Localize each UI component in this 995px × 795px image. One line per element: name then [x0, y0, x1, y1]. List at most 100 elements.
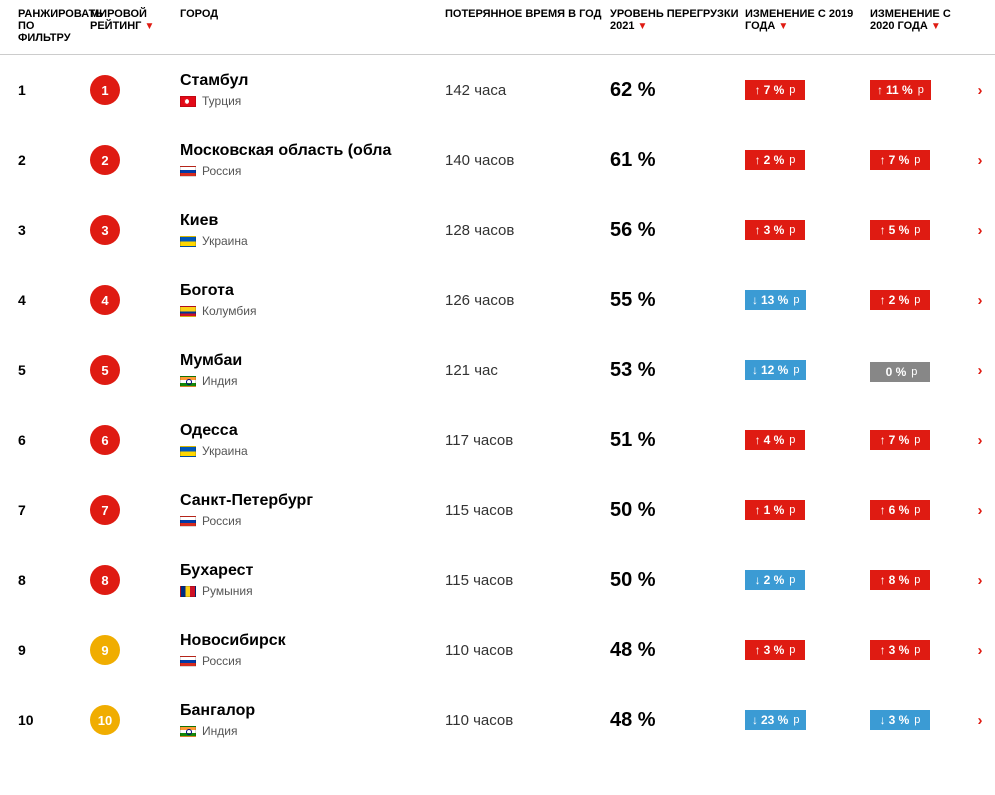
- congestion-level: 55 %: [610, 289, 745, 312]
- header-congestion-level[interactable]: УРОВЕНЬ ПЕРЕГРУЗКИ 2021 ▼: [610, 8, 745, 32]
- table-row[interactable]: 33КиевУкраина128 часов56 %3 %p5 %p›: [0, 195, 995, 265]
- city-name: Одесса: [180, 422, 445, 440]
- table-row[interactable]: 11СтамбулТурция142 часа62 %7 %p11 %p›: [0, 55, 995, 125]
- country-name: Индия: [202, 374, 237, 388]
- country-flag-icon: [180, 236, 196, 247]
- expand-row-chevron-icon[interactable]: ›: [970, 152, 990, 169]
- header-change-2020[interactable]: ИЗМЕНЕНИЕ С 2020 ГОДА ▼: [870, 8, 970, 32]
- expand-row-chevron-icon[interactable]: ›: [970, 222, 990, 239]
- pp-suffix: p: [914, 644, 920, 656]
- pp-suffix: p: [914, 154, 920, 166]
- world-rank-badge: 4: [90, 285, 120, 315]
- header-city[interactable]: ГОРОД: [180, 8, 445, 20]
- header-change-2019[interactable]: ИЗМЕНЕНИЕ С 2019 ГОДА ▼: [745, 8, 870, 32]
- lost-time: 110 часов: [445, 712, 610, 729]
- change-2019-value: 23 %: [761, 713, 788, 727]
- filter-rank: 1: [0, 82, 90, 98]
- world-rank-cell: 8: [90, 565, 180, 595]
- table-row[interactable]: 77Санкт-ПетербургРоссия115 часов50 %1 %p…: [0, 475, 995, 545]
- arrow-up-icon: [877, 83, 883, 97]
- change-2020-value: 5 %: [889, 223, 910, 237]
- city-cell: БангалорИндия: [180, 702, 445, 738]
- change-2019-badge: 13 %p: [745, 290, 806, 310]
- world-rank-cell: 5: [90, 355, 180, 385]
- pp-suffix: p: [793, 714, 799, 726]
- pp-suffix: p: [789, 154, 795, 166]
- filter-rank: 3: [0, 222, 90, 238]
- country-name: Россия: [202, 514, 241, 528]
- world-rank-cell: 2: [90, 145, 180, 175]
- lost-time: 115 часов: [445, 502, 610, 519]
- filter-rank: 5: [0, 362, 90, 378]
- filter-rank: 8: [0, 572, 90, 588]
- table-row[interactable]: 88БухарестРумыния115 часов50 %2 %p8 %p›: [0, 545, 995, 615]
- arrow-down-icon: [752, 293, 758, 307]
- change-2020-badge: 0 %p: [870, 362, 930, 382]
- expand-row-chevron-icon[interactable]: ›: [970, 502, 990, 519]
- arrow-up-icon: [880, 153, 886, 167]
- congestion-level: 51 %: [610, 429, 745, 452]
- change-2019-badge: 23 % p: [745, 710, 806, 730]
- pp-suffix: p: [793, 364, 799, 376]
- country-name: Украина: [202, 234, 248, 248]
- change-2019-cell: 4 %p: [745, 430, 870, 450]
- table-row[interactable]: 22Московская область (облаРоссия140 часо…: [0, 125, 995, 195]
- pp-suffix: p: [914, 574, 920, 586]
- arrow-up-icon: [880, 433, 886, 447]
- arrow-up-icon: [880, 223, 886, 237]
- table-row[interactable]: 55МумбаиИндия121 час53 %12 %p0 %p›: [0, 335, 995, 405]
- header-filter[interactable]: РАНЖИРОВАТЬ ПО ФИЛЬТРУ: [0, 8, 90, 44]
- expand-row-chevron-icon[interactable]: ›: [970, 642, 990, 659]
- city-name: Богота: [180, 282, 445, 300]
- world-rank-badge: 5: [90, 355, 120, 385]
- arrow-up-icon: [880, 293, 886, 307]
- arrow-up-icon: [880, 573, 886, 587]
- change-2019-badge: 12 % p: [745, 360, 806, 380]
- pp-suffix: p: [789, 224, 795, 236]
- expand-row-chevron-icon[interactable]: ›: [970, 712, 990, 729]
- sort-icon: ▼: [778, 21, 788, 32]
- world-rank-cell: 7: [90, 495, 180, 525]
- table-row[interactable]: 99НовосибирскРоссия110 часов48 %3 %p3 %p…: [0, 615, 995, 685]
- pp-suffix: p: [789, 574, 795, 586]
- change-2020-cell: 2 %p: [870, 290, 970, 310]
- change-2020-value: 3 %: [889, 643, 910, 657]
- change-2019-value: 3 %: [764, 643, 785, 657]
- change-2019-badge: 7 % p: [745, 80, 805, 100]
- city-name: Стамбул: [180, 72, 445, 90]
- congestion-level: 48 %: [610, 709, 745, 732]
- change-2020-cell: 7 %p: [870, 430, 970, 450]
- country-flag-icon: [180, 306, 196, 317]
- pp-suffix: p: [789, 84, 795, 96]
- expand-row-chevron-icon[interactable]: ›: [970, 362, 990, 379]
- change-2020-cell: 6 %p: [870, 500, 970, 520]
- arrow-down-icon: [752, 363, 758, 377]
- table-row[interactable]: 1010БангалорИндия110 часов48 %23 %p3 %p›: [0, 685, 995, 755]
- change-2020-value: 11 %: [886, 83, 913, 97]
- expand-row-chevron-icon[interactable]: ›: [970, 432, 990, 449]
- filter-rank: 9: [0, 642, 90, 658]
- city-name: Санкт-Петербург: [180, 492, 445, 510]
- expand-row-chevron-icon[interactable]: ›: [970, 82, 990, 99]
- change-2019-value: 12 %: [761, 363, 788, 377]
- country-name: Россия: [202, 654, 241, 668]
- change-2019-badge: 1 %p: [745, 500, 805, 520]
- table-row[interactable]: 44БоготаКолумбия126 часов55 %13 %p2 %p›: [0, 265, 995, 335]
- expand-row-chevron-icon[interactable]: ›: [970, 572, 990, 589]
- country-name: Турция: [202, 94, 241, 108]
- change-2019-value: 4 %: [764, 433, 785, 447]
- header-world-rank[interactable]: МИРОВОЙ РЕЙТИНГ ▼: [90, 8, 180, 32]
- table-row[interactable]: 66ОдессаУкраина117 часов51 %4 %p7 %p›: [0, 405, 995, 475]
- change-2019-value: 7 %: [764, 83, 785, 97]
- city-cell: НовосибирскРоссия: [180, 632, 445, 668]
- table-body: 11СтамбулТурция142 часа62 %7 %p11 %p›22М…: [0, 55, 995, 755]
- world-rank-cell: 3: [90, 215, 180, 245]
- expand-row-chevron-icon[interactable]: ›: [970, 292, 990, 309]
- change-2019-cell: 3 %p: [745, 640, 870, 660]
- change-2020-badge: 11 %p: [870, 80, 931, 100]
- city-cell: МумбаиИндия: [180, 352, 445, 388]
- change-2019-value: 2 %: [764, 573, 785, 587]
- arrow-up-icon: [755, 153, 761, 167]
- arrow-up-icon: [755, 643, 761, 657]
- header-lost-time[interactable]: ПОТЕРЯННОЕ ВРЕМЯ В ГОД: [445, 8, 610, 20]
